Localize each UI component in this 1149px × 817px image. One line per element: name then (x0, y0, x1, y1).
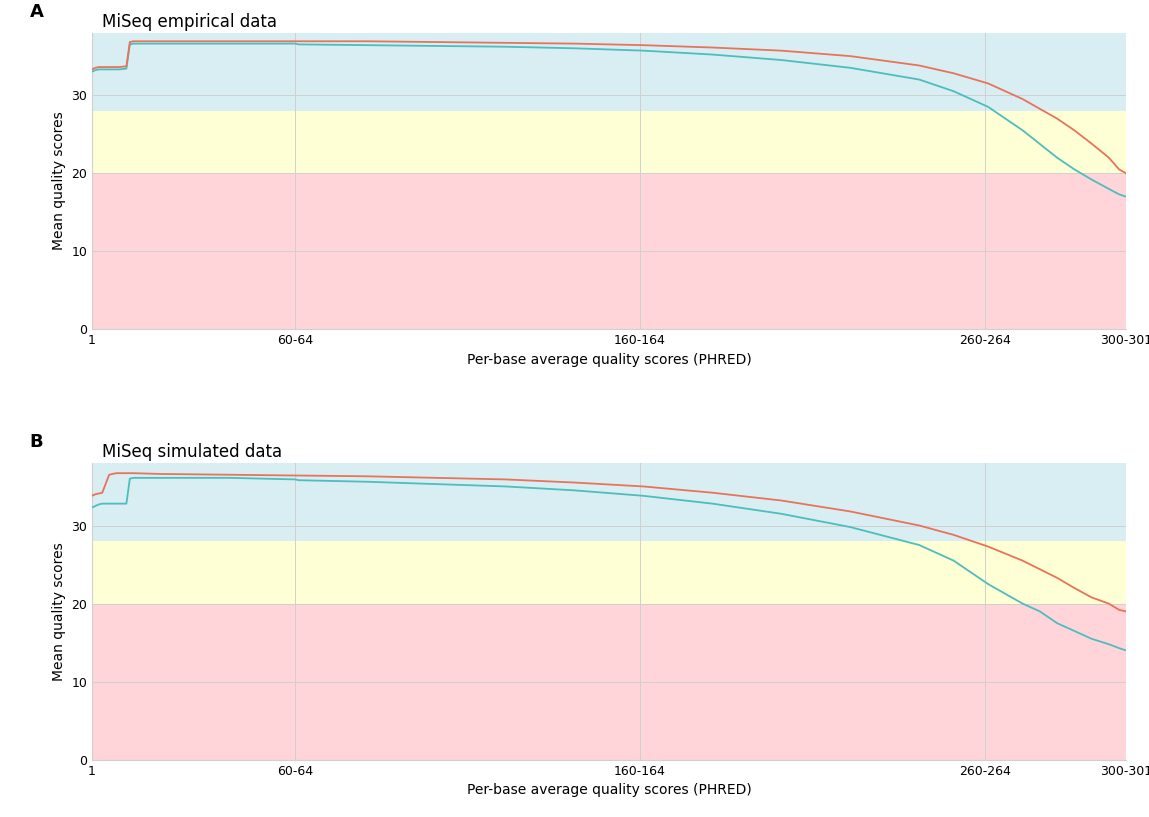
Bar (92, 463, 1126, 541)
Bar (92, 111, 1126, 173)
Bar (92, 604, 1126, 760)
X-axis label: Per-base average quality scores (PHRED): Per-base average quality scores (PHRED) (466, 784, 751, 797)
X-axis label: Per-base average quality scores (PHRED): Per-base average quality scores (PHRED) (466, 353, 751, 367)
Text: B: B (30, 433, 44, 451)
Text: MiSeq simulated data: MiSeq simulated data (102, 444, 283, 462)
Y-axis label: Mean quality scores: Mean quality scores (52, 542, 65, 681)
Bar (92, 541, 1126, 604)
Y-axis label: Mean quality scores: Mean quality scores (52, 112, 65, 251)
Bar (92, 173, 1126, 329)
Bar (92, 33, 1126, 111)
Text: MiSeq empirical data: MiSeq empirical data (102, 13, 277, 31)
Text: A: A (30, 3, 44, 21)
